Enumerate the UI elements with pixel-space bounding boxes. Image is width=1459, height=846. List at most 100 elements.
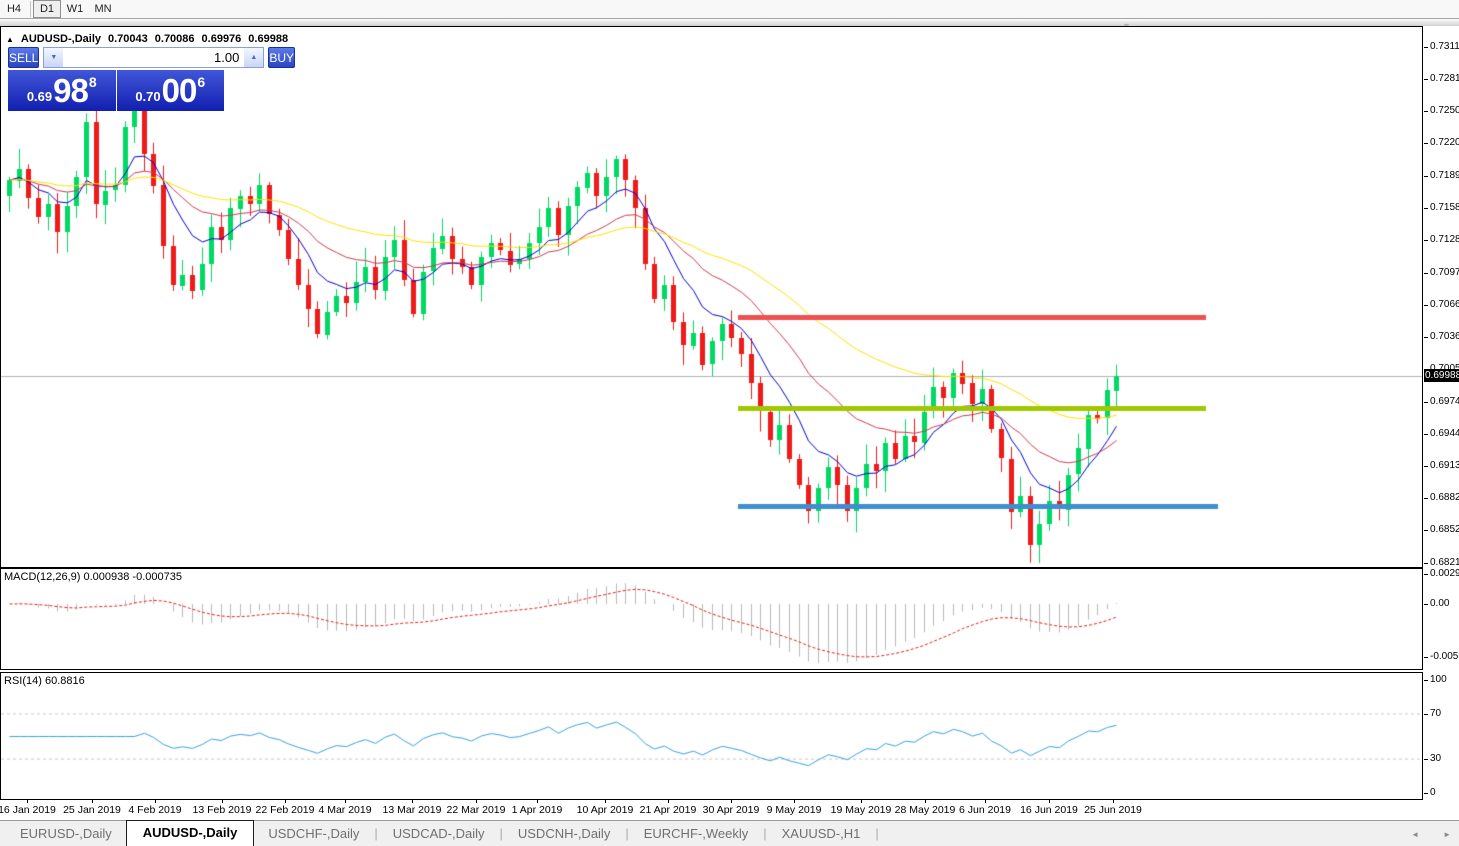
- price-axis-tick: 0.68825: [1430, 492, 1459, 504]
- tab-separator: |: [763, 826, 767, 841]
- price-axis-tick-dash: [1424, 47, 1428, 48]
- time-axis-tick: [537, 800, 538, 803]
- volume-stepper: ▼ ▲: [43, 47, 265, 68]
- time-axis-label: 9 May 2019: [766, 804, 822, 816]
- collapse-toggle-icon[interactable]: ▲: [6, 34, 14, 44]
- timeframe-button-d1[interactable]: D1: [33, 0, 61, 18]
- macd-indicator-panel: MACD(12,26,9) 0.000938 -0.000735: [0, 568, 1423, 670]
- rsi-axis-tick-dash: [1424, 793, 1428, 794]
- timeframe-toolbar: H4 D1 W1 MN: [0, 0, 1459, 19]
- chart-tab-eurusd-daily[interactable]: EURUSD-,Daily: [20, 826, 112, 841]
- tab-separator: |: [374, 826, 378, 841]
- ohlc-high: 0.70086: [154, 33, 195, 45]
- tab-scroll-right-icon[interactable]: ►: [1443, 830, 1451, 839]
- volume-increase-button[interactable]: ▲: [244, 48, 264, 67]
- rsi-axis-tick-dash: [1424, 680, 1428, 681]
- rsi-label: RSI(14) 60.8816: [4, 675, 85, 687]
- macd-axis-tick-dash: [1424, 574, 1428, 575]
- price-axis-tick-dash: [1424, 79, 1428, 81]
- time-axis-label: 25 Jun 2019: [1084, 804, 1142, 816]
- buy-price-display[interactable]: 0.70 00 6: [116, 70, 224, 111]
- chart-tab-audusd-daily[interactable]: AUDUSD-,Daily: [125, 820, 255, 846]
- time-axis-tick: [155, 800, 156, 803]
- price-axis-tick: 0.70050: [1430, 363, 1459, 374]
- time-axis-label: 4 Feb 2019: [128, 804, 182, 816]
- buy-price-main: 00: [161, 71, 198, 109]
- time-axis-label: 6 Jun 2019: [959, 804, 1011, 816]
- price-axis-tick-dash: [1424, 498, 1428, 500]
- chart-tab-usdcad-daily[interactable]: USDCAD-,Daily: [392, 826, 485, 841]
- price-axis-tick: 0.69745: [1430, 395, 1459, 407]
- rsi-axis-tick: 30: [1430, 753, 1442, 765]
- chart-tab-usdcnh-daily[interactable]: USDCNH-,Daily: [517, 826, 611, 841]
- window-splitter: [0, 19, 1459, 26]
- volume-decrease-button[interactable]: ▼: [44, 48, 64, 67]
- buy-button[interactable]: BUY: [268, 47, 296, 68]
- price-axis-tick-dash: [1424, 563, 1428, 564]
- sell-price-prefix: 0.69: [26, 89, 53, 104]
- chart-tab-usdchf-daily[interactable]: USDCHF-,Daily: [268, 826, 360, 841]
- price-axis-tick: 0.70665: [1430, 298, 1459, 310]
- tab-separator: |: [875, 826, 879, 841]
- time-axis-tick: [92, 800, 93, 803]
- time-axis-tick: [285, 800, 286, 803]
- timeframe-button-h4[interactable]: H4: [6, 3, 22, 15]
- price-axis-tick: 0.73115: [1430, 41, 1459, 52]
- toolbar-separator: [30, 1, 31, 17]
- timeframe-button-mn[interactable]: MN: [94, 3, 112, 15]
- buy-price-pip: 6: [197, 74, 206, 90]
- time-axis-label: 19 May 2019: [830, 804, 892, 816]
- macd-label: MACD(12,26,9) 0.000938 -0.000735: [4, 571, 182, 583]
- macd-axis-tick-dash: [1424, 604, 1428, 605]
- time-axis-label: 4 Mar 2019: [318, 804, 372, 816]
- current-price-tag: 0.69988: [1424, 368, 1459, 382]
- rsi-axis-tick: 100: [1430, 674, 1447, 685]
- time-axis-tick: [925, 800, 926, 803]
- sell-price-display[interactable]: 0.69 98 8: [8, 70, 117, 111]
- price-axis-tick-dash: [1424, 304, 1428, 306]
- price-axis-tick-dash: [1424, 530, 1428, 532]
- tab-scroll-controls: ◄ ►: [1411, 830, 1451, 839]
- price-axis-tick-dash: [1424, 143, 1428, 145]
- chart-tab-eurchf-weekly[interactable]: EURCHF-,Weekly: [643, 826, 749, 841]
- tab-scroll-left-icon[interactable]: ◄: [1411, 830, 1420, 839]
- time-axis-label: 13 Feb 2019: [192, 804, 252, 816]
- macd-axis-tick: -0.005256: [1430, 650, 1459, 662]
- price-axis-tick-dash: [1424, 111, 1428, 113]
- price-chart-canvas[interactable]: [1, 27, 1422, 567]
- chart-tab-bar: EURUSD-,Daily AUDUSD-,Daily USDCHF-,Daily |…: [0, 820, 1459, 846]
- time-axis-label: 22 Feb 2019: [255, 804, 315, 816]
- time-axis-tick: [27, 800, 28, 803]
- time-axis-tick: [476, 800, 477, 803]
- price-axis-tick-dash: [1424, 466, 1428, 468]
- time-axis-label: 16 Jun 2019: [1020, 804, 1078, 816]
- time-axis-tick: [605, 800, 606, 803]
- timeframe-button-w1[interactable]: W1: [66, 3, 84, 15]
- rsi-indicator-panel: RSI(14) 60.8816: [0, 672, 1423, 800]
- volume-input[interactable]: [63, 48, 245, 67]
- buy-price-prefix: 0.70: [135, 89, 161, 104]
- time-axis-tick: [412, 800, 413, 803]
- time-axis-label: 28 May 2019: [894, 804, 956, 816]
- rsi-axis-tick: 70: [1430, 707, 1442, 719]
- time-axis-tick: [985, 800, 986, 803]
- time-axis-label: 21 Apr 2019: [639, 804, 697, 816]
- tab-separator: |: [499, 826, 503, 841]
- chart-tab-xauusd-h1[interactable]: XAUUSD-,H1: [781, 826, 861, 841]
- price-axis-tick: 0.72505: [1430, 105, 1459, 117]
- time-axis: 16 Jan 2019 25 Jan 2019 4 Feb 2019 13 Feb 2…: [0, 800, 1423, 819]
- price-axis-tick-dash: [1424, 433, 1428, 435]
- macd-axis-tick: 0.00: [1430, 598, 1450, 609]
- time-axis-label: 1 Apr 2019: [511, 804, 563, 816]
- sell-button[interactable]: SELL: [8, 47, 40, 68]
- macd-canvas[interactable]: [1, 569, 1422, 669]
- time-axis-tick: [794, 800, 795, 803]
- rsi-canvas[interactable]: [1, 673, 1422, 799]
- price-axis-tick: 0.71585: [1430, 201, 1459, 213]
